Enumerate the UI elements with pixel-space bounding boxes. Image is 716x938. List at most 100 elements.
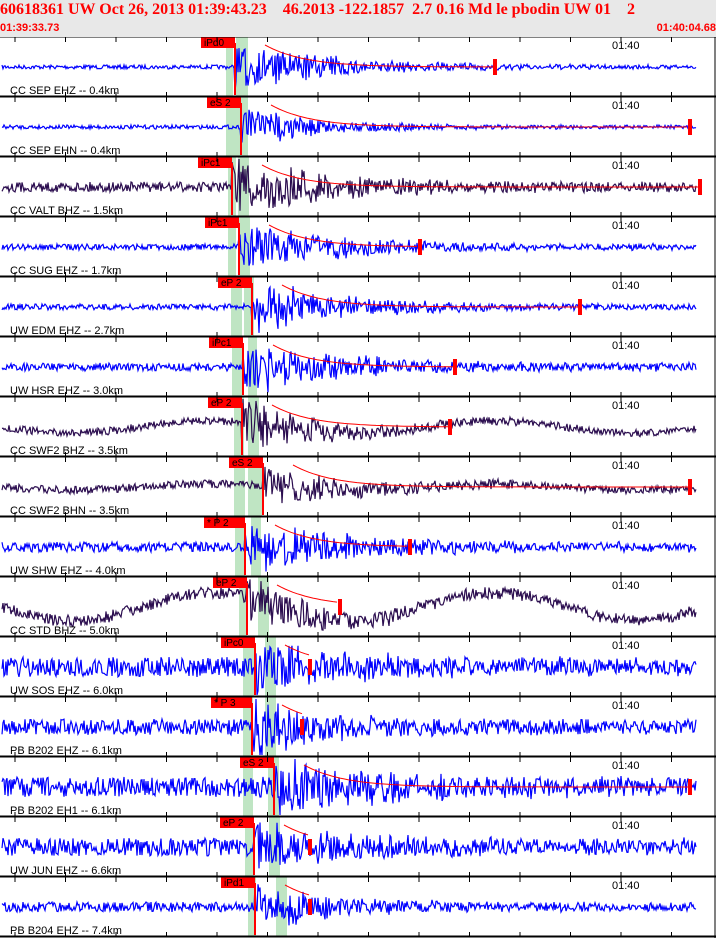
waveform: [1, 822, 697, 869]
time-mark: 01:40: [612, 220, 640, 232]
pick-label: * P 2: [207, 518, 229, 529]
seismogram-panel[interactable]: iPd0 CC SEP EHZ -- 0.4km 01:40 eS 2 CC SEP E…: [0, 37, 716, 938]
coda-curve: [274, 524, 408, 547]
waveform: [1, 348, 697, 393]
pick-flag[interactable]: [221, 877, 255, 888]
analysis-window: [243, 757, 253, 817]
station-label: CC SEP EHN -- 0.4km: [10, 145, 120, 157]
pick-label: eS 2: [232, 458, 253, 469]
trace-row[interactable]: eS 2 CC SWF2 BHN -- 3.5km 01:40: [0, 456, 716, 518]
trace-row[interactable]: iPd1 PB B204 EHZ -- 7.4km 01:40: [0, 876, 716, 938]
pick-label: eS 2: [210, 98, 231, 109]
analysis-window: [265, 637, 276, 697]
pick-label: iPc0: [224, 638, 244, 649]
coda-end-marker: [688, 779, 692, 795]
time-mark: 01:40: [612, 100, 640, 112]
time-mark: 01:40: [612, 400, 640, 412]
coda-curve: [271, 404, 448, 428]
coda-end-marker: [453, 359, 457, 375]
time-mark: 01:40: [612, 760, 640, 772]
pick-label: iPd1: [224, 878, 244, 889]
station-label: PB B202 EH1 -- 6.1km: [10, 805, 121, 817]
pick-flag[interactable]: [221, 637, 255, 648]
time-mark: 01:40: [612, 880, 640, 892]
trace-row[interactable]: iPc1 UW HSR EHZ -- 3.0km 01:40: [0, 336, 716, 398]
pick-flag[interactable]: [213, 577, 247, 588]
coda-curve: [303, 764, 688, 788]
trace-row[interactable]: iPc1 CC SUG EHZ -- 1.7km 01:40: [0, 216, 716, 278]
pick-label: eP 2: [223, 818, 244, 829]
pick-flag[interactable]: [211, 697, 252, 708]
coda-curve: [261, 164, 698, 188]
pick-flag[interactable]: [229, 457, 263, 468]
coda-curve: [276, 584, 338, 603]
pick-flag[interactable]: [220, 817, 254, 828]
pick-label: iPc1: [212, 338, 232, 349]
pick-flag[interactable]: [209, 337, 243, 348]
pick-flag[interactable]: [201, 37, 235, 48]
analysis-window: [248, 397, 259, 457]
coda-curve: [284, 884, 310, 896]
coda-end-marker: [418, 239, 422, 255]
trace-row[interactable]: eP 2 CC SWF2 BHZ -- 3.5km 01:40: [0, 396, 716, 458]
coda-curve: [270, 104, 687, 128]
trace-row[interactable]: eP 2 UW JUN EHZ -- 6.6km 01:40: [0, 816, 716, 878]
trace-row[interactable]: eS 2 PB B202 EH1 -- 6.1km 01:40: [0, 756, 716, 818]
coda-curve: [292, 464, 689, 488]
coda-end-marker: [688, 119, 692, 135]
pick-flag[interactable]: [198, 157, 232, 168]
waveform: [1, 579, 697, 631]
trace-row[interactable]: * P 2 UW SHW EHZ -- 4.0km 01:40: [0, 516, 716, 578]
trace-row[interactable]: eS 2 CC SEP EHN -- 0.4km 01:40: [0, 96, 716, 158]
time-mark: 01:40: [612, 460, 640, 472]
trace-row[interactable]: iPd0 CC SEP EHZ -- 0.4km 01:40: [0, 37, 716, 98]
coda-curve: [281, 284, 578, 308]
time-mark: 01:40: [612, 640, 640, 652]
coda-end-marker: [308, 839, 312, 855]
trace-row[interactable]: eP 2 UW EDM EHZ -- 2.7km 01:40: [0, 276, 716, 338]
pick-flag[interactable]: [204, 517, 245, 528]
station-label: PB B202 EHZ -- 6.1km: [10, 745, 122, 757]
trace-row[interactable]: eP 2 CC STD BHZ -- 5.0km 01:40: [0, 576, 716, 638]
analysis-window: [248, 877, 256, 937]
station-label: CC SEP EHZ -- 0.4km: [10, 85, 119, 97]
pick-label: iPc1: [201, 158, 221, 169]
coda-curve: [281, 704, 303, 715]
time-mark: 01:40: [612, 520, 640, 532]
analysis-window: [248, 337, 257, 397]
waveform: [1, 48, 697, 93]
station-label: PB B204 EHZ -- 7.4km: [10, 925, 122, 937]
station-label: CC VALT BHZ -- 1.5km: [10, 205, 123, 217]
time-mark: 01:40: [612, 580, 640, 592]
waveform: [1, 526, 697, 572]
coda-curve: [284, 644, 310, 656]
header-bar: 60618361 UW Oct 26, 2013 01:39:43.23 46.…: [0, 0, 716, 37]
analysis-window: [258, 577, 269, 637]
coda-curve: [283, 824, 309, 836]
trace-row[interactable]: iPc1 CC VALT BHZ -- 1.5km 01:40: [0, 156, 716, 218]
pick-flag[interactable]: [205, 217, 239, 228]
trace-row[interactable]: iPc0 UW SOS EHZ -- 6.0km 01:40: [0, 636, 716, 698]
analysis-window: [234, 457, 245, 517]
waveform: [1, 158, 697, 211]
station-label: UW SHW EHZ -- 4.0km: [10, 565, 126, 577]
coda-end-marker: [578, 299, 582, 315]
coda-end-marker: [308, 659, 312, 675]
pick-flag[interactable]: [207, 97, 241, 108]
coda-end-marker: [408, 539, 412, 555]
pick-flag[interactable]: [208, 397, 242, 408]
pick-flag[interactable]: [240, 757, 274, 768]
coda-end-marker: [698, 179, 702, 195]
coda-curve: [268, 224, 418, 247]
pick-flag[interactable]: [218, 277, 252, 288]
time-mark: 01:40: [612, 280, 640, 292]
coda-end-marker: [338, 599, 342, 615]
pick-label: iPc1: [208, 218, 228, 229]
coda-end-marker: [448, 419, 452, 435]
station-label: UW HSR EHZ -- 3.0km: [10, 385, 123, 397]
analysis-window: [243, 697, 253, 757]
coda-curve: [264, 44, 493, 68]
station-label: CC SWF2 BHZ -- 3.5km: [10, 445, 128, 457]
waveform: [1, 883, 697, 926]
trace-row[interactable]: * P 3 PB B202 EHZ -- 6.1km 01:40: [0, 696, 716, 758]
